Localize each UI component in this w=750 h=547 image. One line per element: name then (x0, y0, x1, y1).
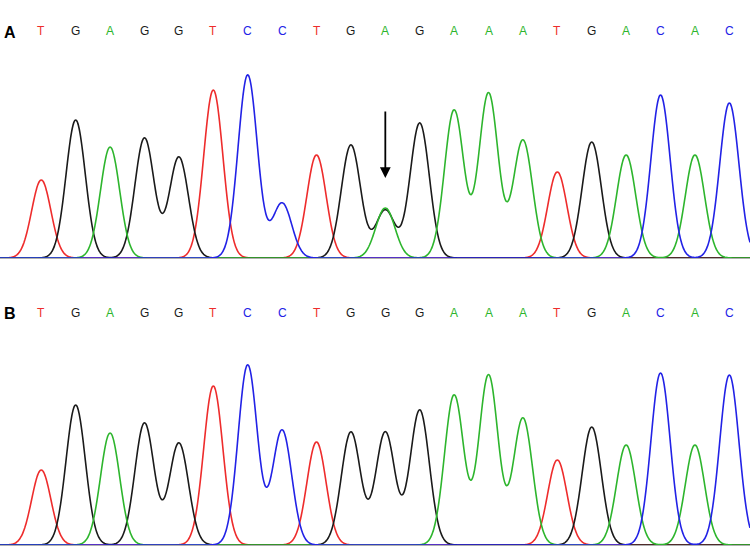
svg-text:G: G (346, 306, 355, 320)
svg-text:G: G (415, 24, 424, 38)
svg-text:T: T (553, 24, 561, 38)
svg-text:A: A (691, 24, 699, 38)
svg-text:G: G (140, 306, 149, 320)
svg-text:G: G (415, 306, 424, 320)
svg-text:C: C (278, 306, 287, 320)
svg-text:G: G (381, 306, 390, 320)
svg-text:T: T (553, 306, 561, 320)
svg-text:G: G (71, 306, 80, 320)
svg-text:G: G (174, 24, 183, 38)
svg-text:T: T (37, 24, 45, 38)
svg-text:A: A (622, 24, 630, 38)
svg-text:T: T (313, 306, 321, 320)
svg-text:A: A (622, 306, 630, 320)
svg-text:A: A (519, 24, 527, 38)
svg-text:G: G (587, 306, 596, 320)
svg-text:B: B (4, 305, 16, 322)
svg-text:A: A (450, 306, 458, 320)
svg-text:A: A (381, 24, 389, 38)
svg-text:T: T (37, 306, 45, 320)
svg-text:C: C (725, 24, 734, 38)
svg-text:T: T (209, 24, 217, 38)
svg-text:G: G (174, 306, 183, 320)
svg-text:A: A (106, 306, 114, 320)
svg-text:C: C (243, 306, 252, 320)
svg-text:A: A (450, 24, 458, 38)
svg-text:G: G (140, 24, 149, 38)
svg-text:A: A (519, 306, 527, 320)
svg-text:A: A (485, 306, 493, 320)
svg-text:A: A (4, 24, 16, 41)
svg-text:A: A (106, 24, 114, 38)
svg-text:A: A (691, 306, 699, 320)
svg-text:C: C (656, 306, 665, 320)
svg-text:T: T (209, 306, 217, 320)
svg-text:G: G (346, 24, 355, 38)
svg-text:G: G (587, 24, 596, 38)
svg-text:C: C (656, 24, 665, 38)
svg-text:C: C (243, 24, 252, 38)
svg-text:A: A (485, 24, 493, 38)
svg-text:T: T (313, 24, 321, 38)
svg-text:C: C (278, 24, 287, 38)
svg-text:C: C (725, 306, 734, 320)
svg-text:G: G (71, 24, 80, 38)
